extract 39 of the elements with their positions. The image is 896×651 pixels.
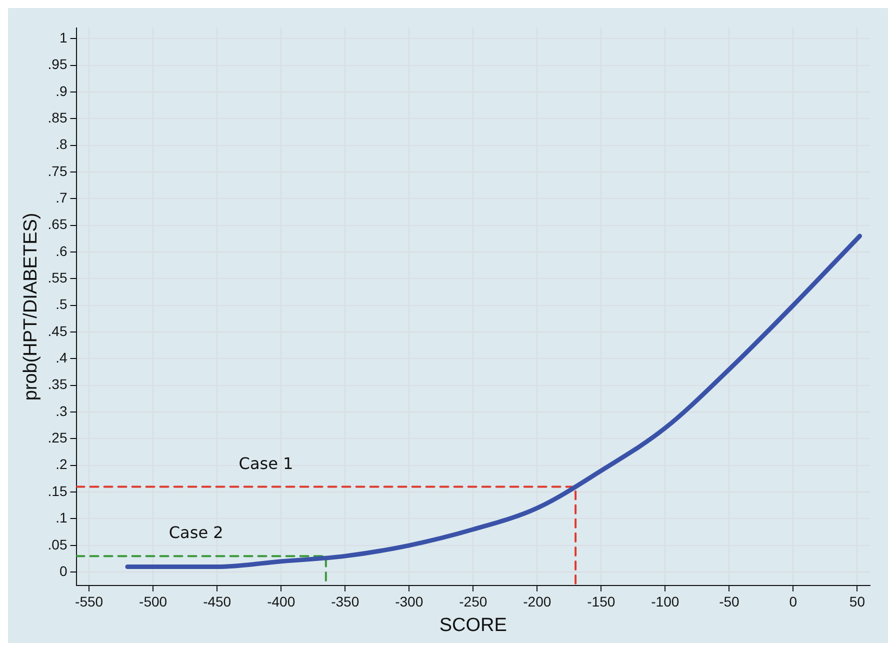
x-tick-label: -100 [651,594,680,610]
y-tick-label: .2 [56,456,68,472]
y-tick-label: .1 [56,510,68,526]
y-axis-title: prob(HPT/DIABETES) [20,212,42,401]
y-tick-label: .3 [56,402,68,419]
y-tick-label: .75 [48,162,68,179]
x-tick-label: -200 [523,594,552,610]
x-tick-label: -300 [395,594,424,610]
x-tick-label: -500 [139,594,168,610]
annotation: Case 1 [238,454,294,473]
y-tick-label: .25 [48,430,68,446]
x-tick-label: 0 [789,594,798,610]
x-tick-label: -50 [719,594,740,610]
y-tick-label: .05 [48,536,68,552]
line-series [125,234,862,569]
x-tick-label: -350 [331,594,360,610]
x-tick-label: -150 [587,594,616,610]
y-tick-label: .8 [56,136,68,152]
y-tick-label: 1 [59,30,68,46]
x-tick-label: -250 [459,594,488,610]
annotation: Case 2 [168,523,224,542]
y-tick-label: .5 [56,296,68,312]
y-tick-label: .6 [56,242,68,259]
y-tick-label: .95 [48,56,68,72]
x-tick-label: -400 [267,594,296,610]
y-tick-label: .55 [48,270,68,286]
x-tick-label: -550 [75,594,104,610]
y-tick-label: .35 [48,376,68,392]
y-tick-label: .65 [48,216,68,232]
y-tick-label: .45 [48,322,68,339]
y-tick-label: 0 [59,562,68,579]
y-tick-label: .7 [56,190,68,206]
y-tick-label: .15 [48,482,68,499]
y-tick-label: .4 [56,350,68,366]
x-tick-label: -450 [203,594,232,610]
x-tick-label: 50 [849,594,866,610]
y-tick-label: .85 [48,110,68,126]
x-axis-title: SCORE [439,614,507,636]
y-tick-label: .9 [56,82,68,99]
